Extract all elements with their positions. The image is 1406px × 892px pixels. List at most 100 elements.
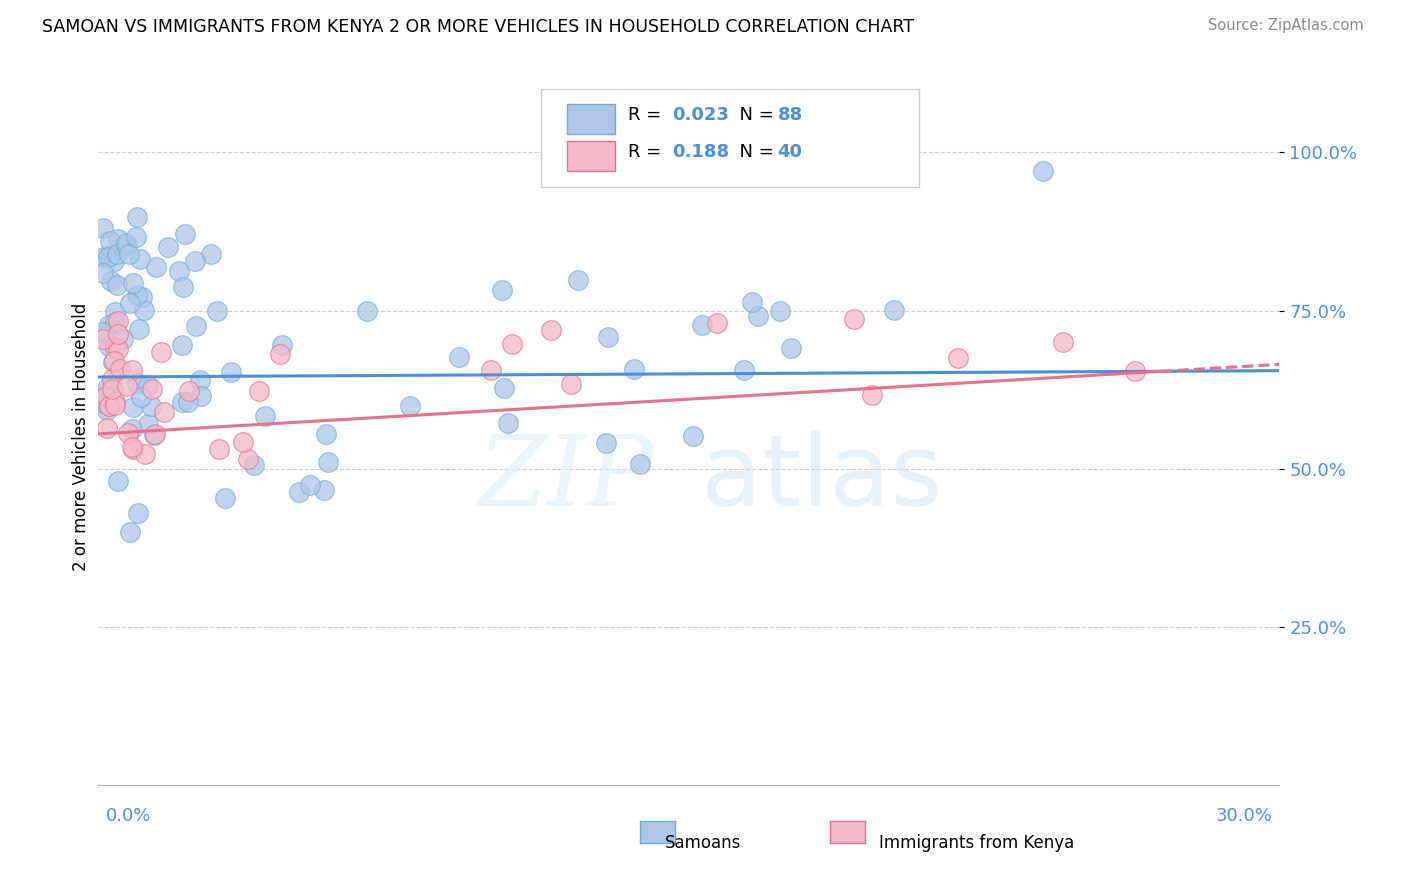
Point bbox=[118, 247, 141, 261]
Point bbox=[399, 399, 422, 413]
Point bbox=[494, 381, 516, 395]
Point bbox=[104, 305, 127, 319]
Point bbox=[96, 381, 118, 395]
Point bbox=[127, 210, 149, 224]
Y-axis label: 2 or more Vehicles in Household: 2 or more Vehicles in Household bbox=[72, 303, 90, 571]
Point bbox=[315, 427, 337, 442]
Point bbox=[94, 389, 117, 403]
Point bbox=[205, 304, 228, 318]
Point bbox=[177, 395, 200, 409]
Text: Samoans: Samoans bbox=[665, 834, 741, 852]
Point bbox=[94, 397, 117, 411]
Point bbox=[121, 400, 143, 414]
FancyBboxPatch shape bbox=[567, 103, 614, 135]
Point bbox=[96, 421, 118, 435]
Point bbox=[107, 475, 129, 489]
Point bbox=[540, 322, 562, 336]
Point bbox=[172, 280, 194, 294]
Text: SAMOAN VS IMMIGRANTS FROM KENYA 2 OR MORE VEHICLES IN HOUSEHOLD CORRELATION CHAR: SAMOAN VS IMMIGRANTS FROM KENYA 2 OR MOR… bbox=[42, 18, 914, 36]
Point bbox=[733, 363, 755, 377]
Point bbox=[184, 253, 207, 268]
Point bbox=[115, 236, 138, 251]
Point bbox=[145, 427, 167, 442]
FancyBboxPatch shape bbox=[541, 89, 920, 186]
Point bbox=[449, 350, 471, 364]
Point bbox=[269, 347, 291, 361]
Point bbox=[242, 458, 264, 473]
Point bbox=[173, 227, 195, 241]
Point bbox=[501, 336, 523, 351]
Point bbox=[142, 428, 165, 442]
Point bbox=[496, 416, 519, 430]
Point bbox=[491, 283, 513, 297]
Point bbox=[117, 425, 139, 440]
Point bbox=[214, 491, 236, 506]
Point bbox=[208, 442, 231, 456]
Point bbox=[706, 316, 728, 330]
Point bbox=[316, 455, 339, 469]
Text: ZIP: ZIP bbox=[477, 431, 654, 526]
Point bbox=[105, 246, 128, 260]
Point bbox=[103, 398, 125, 412]
Point bbox=[200, 247, 222, 261]
FancyBboxPatch shape bbox=[567, 141, 614, 171]
Point bbox=[145, 260, 167, 274]
Point bbox=[1123, 364, 1146, 378]
Point bbox=[105, 277, 128, 292]
Point bbox=[93, 250, 115, 264]
Point bbox=[128, 252, 150, 266]
Point bbox=[121, 363, 143, 377]
Point bbox=[186, 318, 208, 333]
Text: N =: N = bbox=[728, 106, 779, 124]
Point bbox=[131, 290, 153, 304]
Point bbox=[104, 340, 127, 354]
Point bbox=[170, 394, 193, 409]
Point bbox=[98, 318, 121, 332]
Point bbox=[141, 382, 163, 396]
Point bbox=[110, 362, 132, 376]
Point bbox=[121, 422, 143, 436]
Text: 40: 40 bbox=[778, 143, 803, 161]
Point bbox=[97, 250, 120, 264]
Point bbox=[236, 451, 259, 466]
Point bbox=[1032, 164, 1054, 178]
Point bbox=[115, 238, 138, 252]
Point bbox=[219, 365, 242, 379]
Point bbox=[121, 276, 143, 290]
Text: R =: R = bbox=[627, 106, 666, 124]
Point bbox=[134, 303, 156, 318]
Point bbox=[232, 435, 254, 450]
Point bbox=[98, 249, 121, 263]
Point bbox=[682, 428, 704, 442]
Text: 0.0%: 0.0% bbox=[105, 807, 150, 825]
Point bbox=[298, 478, 321, 492]
Point bbox=[690, 318, 713, 332]
Point bbox=[118, 524, 141, 539]
Point bbox=[172, 338, 194, 352]
Text: R =: R = bbox=[627, 143, 666, 161]
Point bbox=[169, 264, 191, 278]
Point bbox=[103, 253, 125, 268]
Point bbox=[254, 409, 277, 423]
Point bbox=[104, 395, 127, 409]
Point bbox=[479, 362, 502, 376]
Point bbox=[747, 310, 769, 324]
Point bbox=[288, 485, 311, 500]
Text: 30.0%: 30.0% bbox=[1216, 807, 1272, 825]
Point bbox=[948, 351, 970, 365]
Point bbox=[153, 405, 176, 419]
Point bbox=[107, 231, 129, 245]
Point bbox=[125, 288, 148, 302]
Point bbox=[860, 388, 883, 402]
Point bbox=[115, 379, 138, 393]
Point bbox=[188, 373, 211, 387]
Point bbox=[104, 315, 127, 329]
Point bbox=[103, 353, 125, 368]
Point bbox=[134, 447, 156, 461]
Point bbox=[769, 304, 792, 318]
Point bbox=[1052, 335, 1074, 350]
Text: 88: 88 bbox=[778, 106, 803, 124]
Point bbox=[139, 399, 162, 413]
Point bbox=[125, 229, 148, 244]
Point bbox=[596, 329, 619, 343]
